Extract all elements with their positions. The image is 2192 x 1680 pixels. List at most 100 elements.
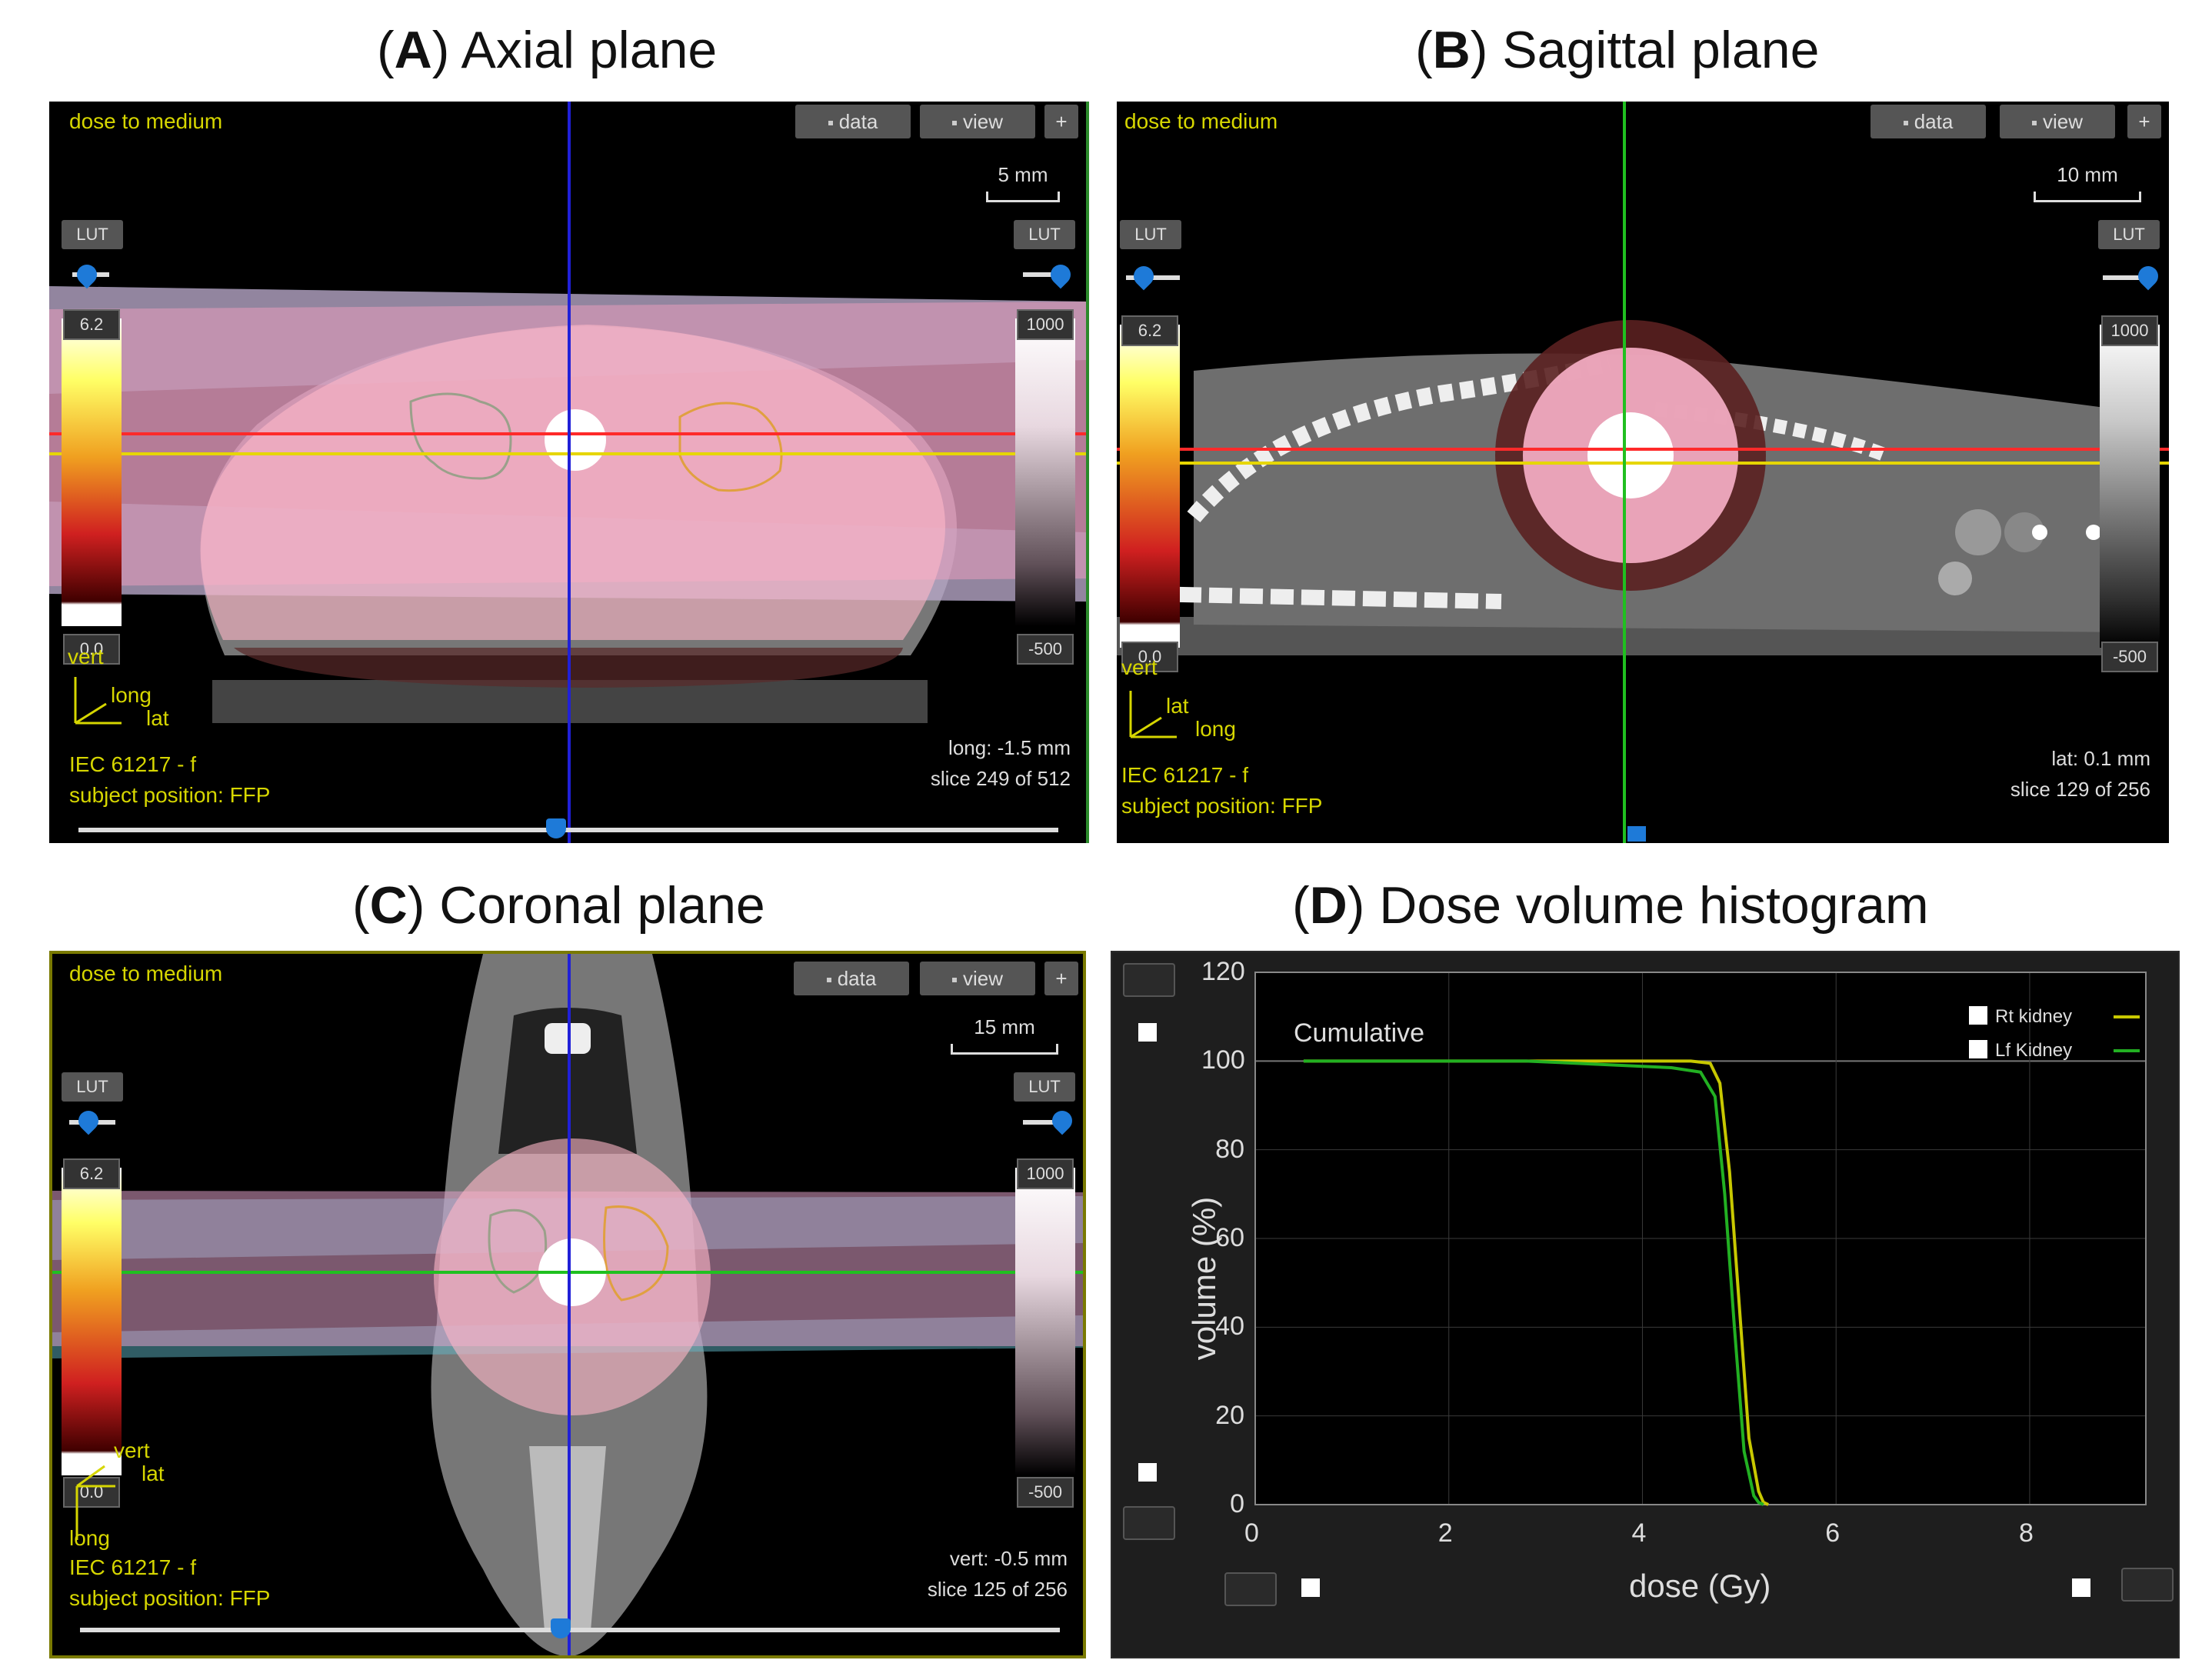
title-paren: ( — [1292, 876, 1310, 935]
lut-button-left[interactable]: LUT — [1120, 220, 1181, 249]
dose-label: dose to medium — [69, 109, 223, 133]
ct-min-value: -500 — [2101, 642, 2158, 672]
scale-line — [986, 192, 1060, 202]
sagittal-viewer[interactable]: dose to medium data view + 10 mm LUT LUT… — [1117, 102, 2169, 843]
lut-button-right[interactable]: LUT — [2098, 220, 2160, 249]
plot-frame — [1254, 972, 2147, 1505]
slice-slider-handle[interactable] — [546, 818, 566, 838]
x-tick-label: 0 — [1244, 1518, 1259, 1548]
panel-control-button[interactable] — [1224, 1572, 1277, 1606]
lut-button-left[interactable]: LUT — [62, 1072, 123, 1102]
axis-label-vert: vert — [114, 1438, 150, 1462]
plus-button[interactable]: + — [1044, 962, 1078, 995]
orientation-axes-icon — [1129, 691, 1177, 738]
y-axis-label: volume (%) — [1186, 1196, 1222, 1361]
title-dvh: (D) Dose volume histogram — [1292, 875, 1929, 935]
slice-slider-handle[interactable] — [551, 1618, 571, 1638]
dose-colorbar — [1120, 325, 1180, 648]
axial-viewer[interactable]: dose to medium data view + 5 mm LUT LUT … — [49, 102, 1089, 843]
dose-min-value: 0.0 — [63, 634, 120, 665]
y-tick-label: 80 — [1215, 1134, 1244, 1164]
slice-slider[interactable] — [78, 828, 1058, 832]
slice-readout: slice 249 of 512 — [930, 767, 1071, 790]
ct-colorbar — [1015, 318, 1075, 626]
data-button[interactable]: data — [795, 105, 911, 138]
dot-icon — [2031, 121, 2037, 126]
lut-button-left[interactable]: LUT — [62, 220, 123, 249]
position-readout: lat: 0.1 mm — [2051, 747, 2150, 770]
legend-label-rt-kidney: Rt kidney — [1995, 1006, 2073, 1027]
ct-max-value: 1000 — [1017, 309, 1074, 340]
slice-readout: slice 125 of 256 — [927, 1578, 1068, 1601]
dose-max-value: 6.2 — [63, 309, 120, 340]
axial-image — [49, 102, 1086, 843]
panel-checkbox[interactable] — [2072, 1578, 2090, 1597]
position-readout: long: -1.5 mm — [948, 736, 1071, 759]
dot-icon — [951, 121, 957, 126]
title-letter: B — [1432, 21, 1471, 79]
ct-min-value: -500 — [1017, 634, 1074, 665]
title-letter: C — [369, 876, 408, 935]
dot-icon — [1903, 121, 1908, 126]
axis-label-vert: vert — [1121, 655, 1158, 679]
slice-info: long: -1.5 mm slice 249 of 512 — [931, 732, 1071, 794]
data-button[interactable]: data — [1871, 105, 1986, 138]
title-text: ) Sagittal plane — [1470, 21, 1820, 79]
position-readout: vert: -0.5 mm — [949, 1547, 1068, 1570]
lut-button-right[interactable]: LUT — [1014, 1072, 1075, 1102]
axis-label-long: long — [111, 683, 152, 707]
ct-max-value: 1000 — [1017, 1158, 1074, 1189]
data-button[interactable]: data — [794, 962, 909, 995]
lut-slider-right[interactable] — [1023, 272, 1069, 277]
panel-checkbox[interactable] — [1138, 1463, 1157, 1482]
title-text: ) Axial plane — [431, 21, 718, 79]
axis-label-vert: vert — [68, 645, 104, 668]
lut-slider-right[interactable] — [1023, 1120, 1069, 1125]
series-line-rt-kidney — [1303, 1059, 1769, 1506]
data-button-label: data — [1914, 110, 1954, 133]
dot-icon — [828, 121, 833, 126]
x-tick-label: 8 — [2018, 1518, 2034, 1548]
view-button[interactable]: view — [2000, 105, 2115, 138]
ct-colorbar — [2100, 325, 2160, 648]
coronal-viewer[interactable]: dose to medium data view + 15 mm LUT LUT… — [49, 951, 1086, 1658]
legend-checkbox-rt-kidney[interactable] — [1969, 1006, 1987, 1025]
x-tick-label: 4 — [1631, 1518, 1647, 1548]
coronal-image — [52, 954, 1083, 1655]
dose-max-value: 6.2 — [63, 1158, 120, 1189]
y-tick-label: 60 — [1215, 1223, 1244, 1252]
iec-label: IEC 61217 - f — [1121, 763, 1248, 787]
legend-checkbox-lf-kidney[interactable] — [1969, 1040, 1987, 1058]
axis-label-lat: lat — [1166, 694, 1189, 718]
lut-button-right[interactable]: LUT — [1014, 220, 1075, 249]
view-button[interactable]: view — [920, 105, 1035, 138]
view-button-label: view — [2042, 110, 2083, 133]
subject-position: subject position: FFP — [69, 783, 271, 807]
axis-label-long: long — [69, 1526, 110, 1550]
orientation-axes-icon — [74, 677, 122, 725]
y-tick-label: 0 — [1230, 1489, 1244, 1518]
panel-control-button[interactable] — [1123, 963, 1175, 997]
dvh-panel[interactable]: Cumulative Rt kidney Lf Kidney dose (Gy)… — [1111, 951, 2180, 1658]
plus-button[interactable]: + — [2127, 105, 2161, 138]
panel-checkbox[interactable] — [1138, 1023, 1157, 1042]
scale-label: 5 mm — [998, 163, 1048, 186]
panel-checkbox[interactable] — [1301, 1578, 1320, 1597]
title-coronal: (C) Coronal plane — [352, 875, 765, 935]
y-tick-label: 100 — [1201, 1045, 1245, 1075]
view-button-label: view — [962, 110, 1003, 133]
lut-slider-right[interactable] — [2103, 275, 2157, 280]
title-paren: ( — [1415, 21, 1433, 79]
axis-label-long: long — [1195, 717, 1236, 741]
subject-position: subject position: FFP — [1121, 794, 1323, 818]
slice-slider-handle[interactable] — [1627, 826, 1646, 842]
x-axis-label: dose (Gy) — [1629, 1568, 1771, 1604]
chart-annotation: Cumulative — [1294, 1018, 1425, 1048]
panel-control-button[interactable] — [1123, 1506, 1175, 1540]
plus-button[interactable]: + — [1044, 105, 1078, 138]
view-button[interactable]: view — [920, 962, 1035, 995]
panel-control-button[interactable] — [2121, 1568, 2174, 1602]
data-button-label: data — [837, 967, 877, 990]
ct-min-value: -500 — [1017, 1477, 1074, 1508]
scale-bar: 5 mm — [986, 163, 1060, 202]
